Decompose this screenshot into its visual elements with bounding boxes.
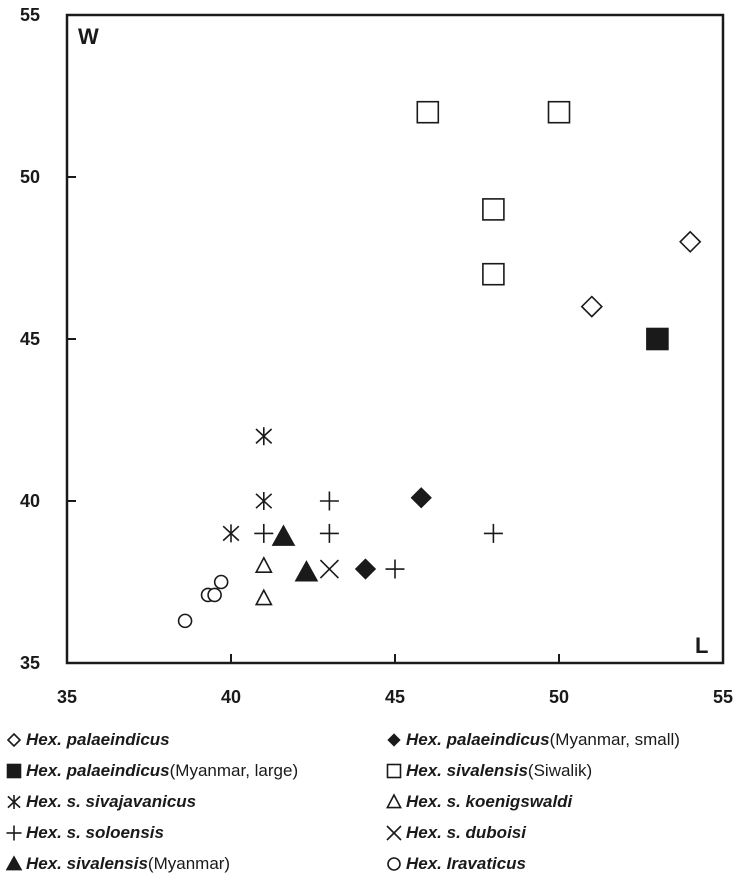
legend-note: (Myanmar): [147, 854, 231, 873]
legend-item: Hex. Iravaticus: [385, 854, 526, 874]
scatter-plot: 35 40 45 50 55 35 40 45 50 55 W L: [20, 5, 733, 707]
y-tick-label: 55: [20, 5, 40, 25]
legend-marker: [6, 763, 22, 779]
legend-label: Hex. s. duboisi: [406, 823, 526, 842]
legend-marker: [7, 795, 21, 809]
legend-label: Hex. s. koenigswaldi: [406, 792, 573, 811]
data-point-plus: [319, 523, 339, 543]
legend-marker: [6, 825, 22, 841]
data-point-triangle-open: [254, 556, 273, 574]
cross-icon: [386, 825, 402, 841]
data-point-circle-open: [213, 574, 229, 590]
legend-item: Hex. sivalensis (Myanmar): [5, 854, 230, 874]
y-axis-label: W: [78, 24, 99, 49]
legend-note: (Siwalik): [527, 761, 593, 780]
legend-marker: [386, 763, 402, 779]
legend-item: Hex. s. duboisi: [385, 823, 526, 843]
triangle-open-icon: [386, 793, 402, 809]
legend-item: Hex. s. soloensis: [5, 823, 164, 843]
data-point-asterisk: [255, 492, 273, 510]
data-point-square-open: [482, 198, 505, 221]
legend-note: (Myanmar, small): [549, 730, 680, 749]
legend-item: Hex. s. koenigswaldi: [385, 792, 572, 812]
legend-marker: [387, 733, 401, 747]
legend-item: Hex. palaeindicus: [5, 730, 170, 750]
data-point-diamond-filled: [354, 558, 377, 580]
diamond-open-icon: [6, 732, 22, 748]
data-point-diamond-filled: [410, 487, 432, 509]
diamond-filled-icon: [387, 733, 401, 747]
legend-marker: [5, 855, 23, 871]
x-tick-label: 35: [57, 687, 77, 707]
legend-label: Hex. palaeindicus: [26, 761, 170, 780]
legend-item: Hex. sivalensis (Siwalik): [385, 761, 592, 781]
legend-marker: [386, 825, 402, 841]
data-point-asterisk: [222, 524, 240, 543]
data-point-plus: [483, 523, 503, 543]
data-point-square-open: [482, 262, 505, 286]
data-point-plus: [319, 491, 339, 511]
legend: Hex. palaeindicus Hex. palaeindicus (Myan…: [0, 730, 736, 889]
data-point-triangle-filled: [271, 524, 296, 546]
square-filled-icon: [6, 763, 22, 779]
data-point-circle-open: [207, 587, 222, 603]
data-point-circle-open: [177, 613, 193, 629]
data-point-square-open: [416, 100, 440, 124]
data-point-diamond-open: [580, 295, 603, 318]
legend-label: Hex. Iravaticus: [406, 854, 527, 873]
legend-label: Hex. palaeindicus: [406, 730, 550, 749]
square-open-icon: [386, 763, 402, 779]
x-tick-label: 45: [385, 687, 405, 707]
data-point-asterisk: [255, 427, 273, 446]
triangle-filled-icon: [5, 855, 23, 871]
legend-label: Hex. palaeindicus: [26, 730, 170, 749]
legend-item: Hex. palaeindicus (Myanmar, large): [5, 761, 298, 781]
x-tick-label: 55: [713, 687, 733, 707]
data-point-cross: [319, 559, 339, 579]
data-point-plus: [254, 523, 274, 543]
axis-ticks: 35 40 45 50 55 35 40 45 50 55: [20, 5, 733, 707]
y-tick-label: 50: [20, 167, 40, 187]
y-tick-label: 40: [20, 491, 40, 511]
data-point-square-open: [547, 100, 571, 124]
asterisk-icon: [7, 795, 21, 809]
legend-note: (Myanmar, large): [169, 761, 299, 780]
legend-marker: [386, 793, 402, 809]
data-point-square-filled: [646, 327, 669, 351]
data-points: [177, 100, 702, 629]
legend-label: Hex. s. sivajavanicus: [26, 792, 197, 811]
legend-label: Hex. s. soloensis: [26, 823, 164, 842]
data-point-triangle-open: [254, 588, 273, 606]
legend-marker: [6, 732, 22, 748]
legend-item: Hex. s. sivajavanicus: [5, 792, 196, 812]
data-point-plus: [385, 559, 405, 579]
x-axis-label: L: [695, 633, 708, 658]
data-point-diamond-open: [679, 230, 702, 253]
circle-open-icon: [387, 857, 401, 871]
legend-label: Hex. sivalensis: [26, 854, 148, 873]
data-point-triangle-filled: [294, 560, 319, 582]
plus-icon: [6, 825, 22, 841]
legend-marker: [387, 857, 401, 871]
x-tick-label: 50: [549, 687, 569, 707]
y-tick-label: 45: [20, 329, 40, 349]
x-tick-label: 40: [221, 687, 241, 707]
legend-item: Hex. palaeindicus (Myanmar, small): [385, 730, 680, 750]
legend-label: Hex. sivalensis: [406, 761, 528, 780]
y-tick-label: 35: [20, 653, 40, 673]
